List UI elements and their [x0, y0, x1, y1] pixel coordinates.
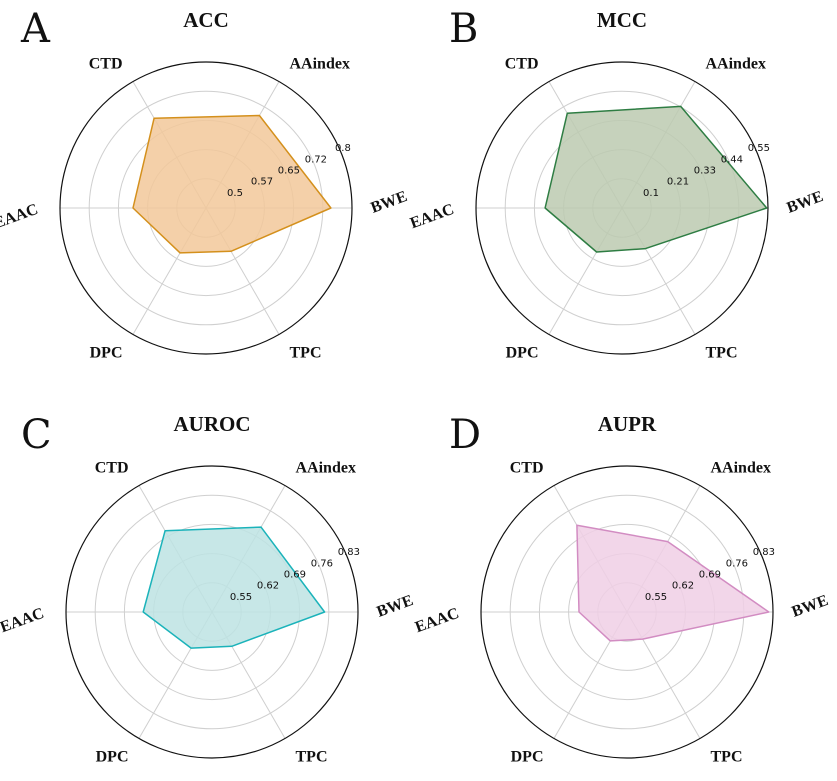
axis-label-aaindex: AAindex	[296, 459, 356, 476]
panel-letter-a: A	[20, 6, 51, 52]
tick-label-5: 0.83	[753, 547, 775, 558]
axis-label-aaindex: AAindex	[290, 55, 350, 72]
tick-label-2: 0.62	[257, 581, 279, 592]
axis-label-ctd: CTD	[505, 55, 539, 72]
axis-label-tpc: TPC	[711, 749, 743, 766]
tick-label-4: 0.76	[311, 558, 333, 569]
panel-title-auroc: AUROC	[174, 412, 251, 436]
series-polygon-auroc	[142, 526, 326, 649]
tick-label-5: 0.83	[338, 547, 360, 558]
axis-label-ctd: CTD	[95, 459, 129, 476]
axis-label-bwe: BWE	[375, 592, 416, 621]
axis-label-bwe: BWE	[790, 592, 831, 621]
axis-label-eaac: EAAC	[0, 605, 46, 636]
radar-panel-acc: A ACC 0.5 0.57 0.65 0.72 0.8 BWE AAindex CTD EAA…	[0, 6, 409, 362]
axis-label-bwe: BWE	[785, 188, 826, 217]
axis-label-dpc: DPC	[96, 749, 129, 766]
tick-label-4: 0.44	[721, 154, 743, 165]
axis-label-tpc: TPC	[706, 345, 738, 362]
outer-ring	[59, 61, 353, 355]
panel-title-acc: ACC	[183, 8, 229, 32]
tick-label-3: 0.33	[694, 166, 716, 177]
axis-label-bwe: BWE	[369, 188, 410, 217]
tick-label-3: 0.69	[284, 570, 306, 581]
tick-label-1: 0.1	[643, 188, 659, 199]
tick-label-2: 0.62	[672, 581, 694, 592]
axis-label-eaac: EAAC	[413, 605, 461, 636]
tick-label-2: 0.21	[667, 177, 689, 188]
tick-label-1: 0.55	[230, 592, 252, 603]
panel-title-mcc: MCC	[597, 8, 647, 32]
series-polygon-aupr	[576, 524, 770, 642]
tick-label-1: 0.5	[227, 188, 243, 199]
panel-letter-c: C	[21, 412, 52, 458]
axis-label-ctd: CTD	[89, 55, 123, 72]
tick-label-3: 0.69	[699, 570, 721, 581]
radar-panel-mcc: B MCC 0.1 0.21 0.33 0.44 0.55 BWE AAindex CTD EA…	[408, 6, 826, 362]
series-polygon-acc	[132, 114, 332, 254]
axis-label-aaindex: AAindex	[711, 459, 771, 476]
panel-letter-d: D	[449, 412, 481, 458]
tick-label-1: 0.55	[645, 592, 667, 603]
panel-letter-b: B	[449, 6, 478, 52]
axis-label-eaac: EAAC	[408, 201, 456, 232]
axis-label-dpc: DPC	[90, 345, 123, 362]
outer-ring	[475, 61, 769, 355]
panel-title-aupr: AUPR	[598, 412, 657, 436]
series-polygon-mcc	[544, 105, 768, 253]
outer-ring	[65, 465, 359, 759]
axis-label-eaac: EAAC	[0, 201, 40, 232]
axis-label-dpc: DPC	[511, 749, 544, 766]
axis-label-tpc: TPC	[296, 749, 328, 766]
tick-label-4: 0.76	[726, 558, 748, 569]
tick-label-4: 0.72	[305, 154, 327, 165]
axis-label-ctd: CTD	[510, 459, 544, 476]
outer-ring	[480, 465, 774, 759]
radar-panel-auroc: C AUROC 0.55 0.62 0.69 0.76 0.83 BWE AAindex CT…	[0, 412, 415, 766]
axis-label-tpc: TPC	[290, 345, 322, 362]
tick-label-5: 0.55	[748, 143, 770, 154]
tick-label-2: 0.57	[251, 177, 273, 188]
tick-label-5: 0.8	[335, 143, 351, 154]
tick-label-3: 0.65	[278, 166, 300, 177]
radar-panel-aupr: D AUPR 0.55 0.62 0.69 0.76 0.83 BWE AAindex CTD…	[413, 412, 831, 766]
axis-label-dpc: DPC	[506, 345, 539, 362]
axis-label-aaindex: AAindex	[706, 55, 766, 72]
